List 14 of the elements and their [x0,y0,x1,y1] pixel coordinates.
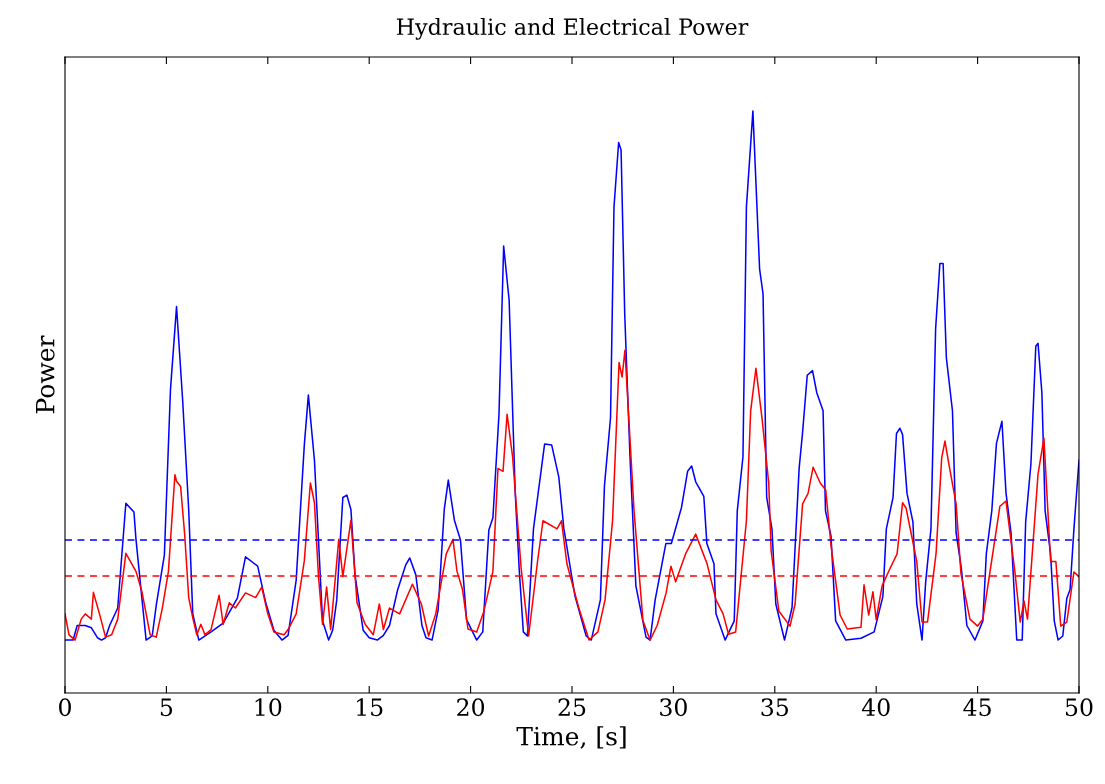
x-axis-title: Time, [s] [516,726,626,749]
x-tick-label: 40 [861,698,890,717]
x-tick-label: 0 [59,698,71,717]
x-tick-label: 45 [963,698,991,717]
x-tick-label: 25 [558,698,586,717]
x-tick-label: 50 [1065,698,1093,717]
x-tick-label: 35 [761,698,788,717]
x-tick-label: 20 [457,698,485,717]
x-tick-label: 10 [255,698,282,717]
y-axis-title: Power [36,335,55,414]
chart-title: Hydraulic and Electrical Power [396,17,749,40]
x-tick-label: 15 [357,698,383,717]
x-tick-label: 30 [660,698,687,717]
x-tick-label: 5 [160,698,173,717]
